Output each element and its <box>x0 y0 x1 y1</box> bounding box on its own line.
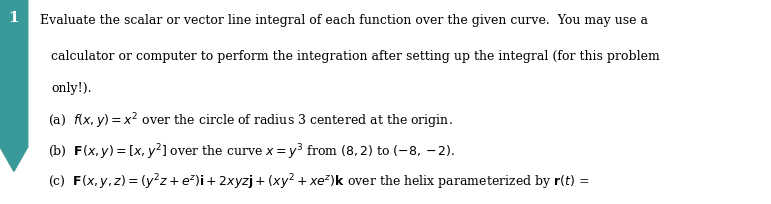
Text: 1: 1 <box>8 11 19 25</box>
Text: (a)  $f(x,y) = x^2$ over the circle of radius 3 centered at the origin.: (a) $f(x,y) = x^2$ over the circle of ra… <box>48 111 453 131</box>
Text: $[2\cos t, 2\sin t, t]$ for $0 \leq t \leq \pi$.: $[2\cos t, 2\sin t, t]$ for $0 \leq t \l… <box>74 202 252 204</box>
Text: only!).: only!). <box>51 82 92 95</box>
Bar <box>0 0 28 37</box>
Text: (c)  $\mathbf{F}(x,y,z) = (y^2z + e^z)\mathbf{i} + 2xyz\mathbf{j} + (xy^2 + xe^z: (c) $\mathbf{F}(x,y,z) = (y^2z + e^z)\ma… <box>48 172 589 192</box>
Polygon shape <box>0 0 28 171</box>
Text: calculator or computer to perform the integration after setting up the integral : calculator or computer to perform the in… <box>51 50 660 63</box>
Text: (b)  $\mathbf{F}(x,y) = [x, y^2]$ over the curve $x = y^3$ from $(8, 2)$ to $(-8: (b) $\mathbf{F}(x,y) = [x, y^2]$ over th… <box>48 143 456 162</box>
Text: Evaluate the scalar or vector line integral of each function over the given curv: Evaluate the scalar or vector line integ… <box>40 14 648 27</box>
